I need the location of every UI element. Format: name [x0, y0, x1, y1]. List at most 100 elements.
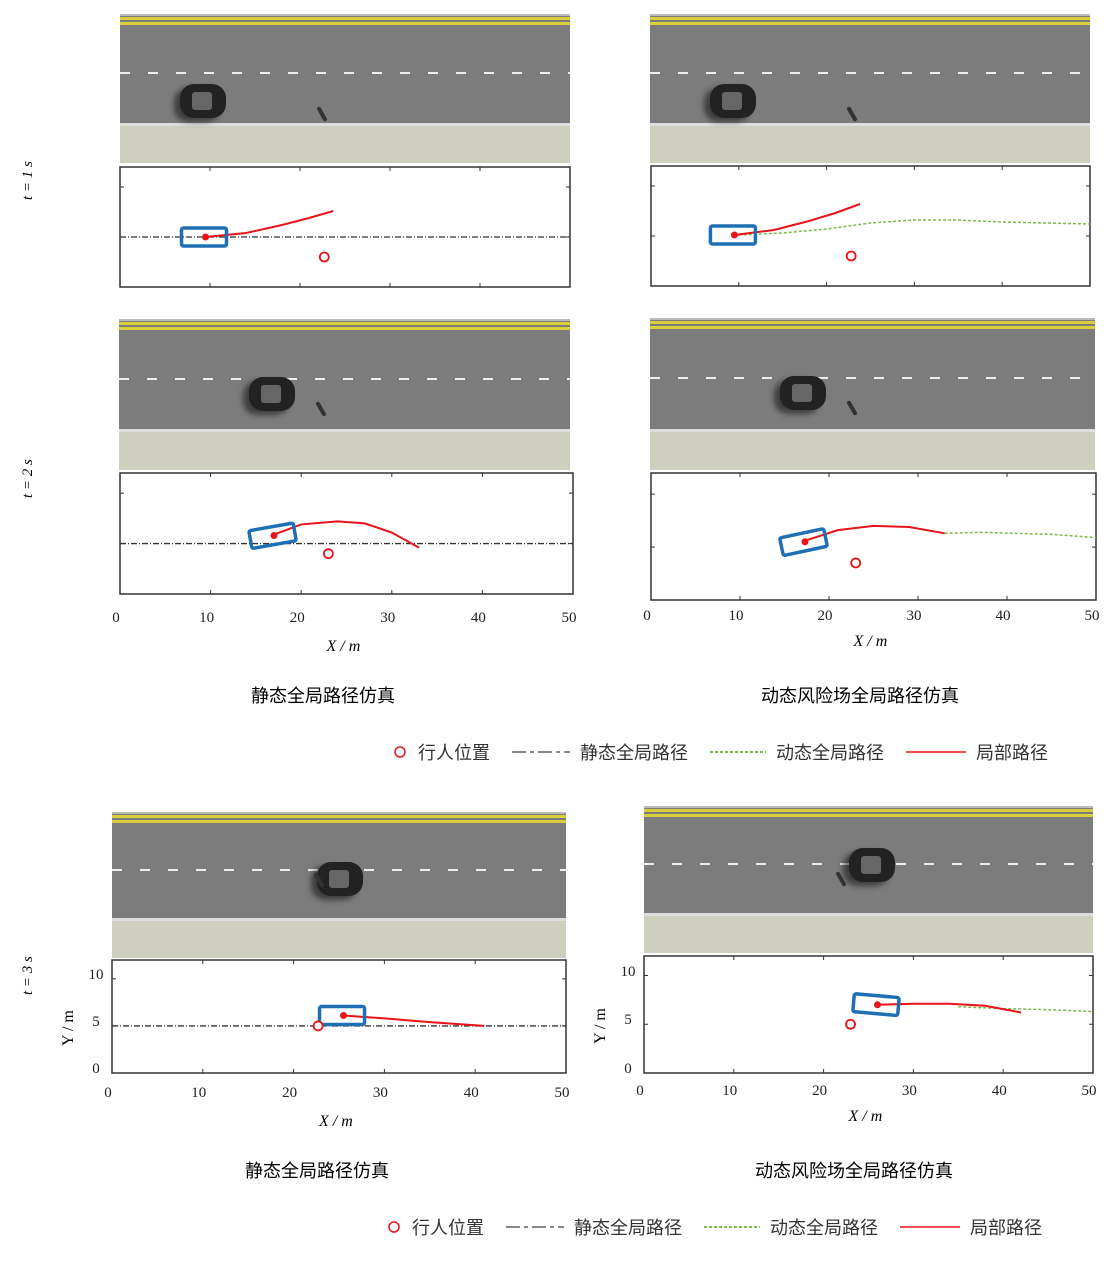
x-tick-label: 0 [112, 610, 120, 626]
legend-dynamic-swatch [710, 751, 766, 753]
pedestrian-marker [850, 557, 862, 569]
road-edge [650, 14, 1090, 16]
legend-static-swatch [512, 751, 570, 753]
pedestrian-marker [845, 1018, 856, 1030]
road-edge [112, 812, 566, 814]
x-tick-label: 50 [554, 1085, 570, 1101]
x-tick-label: 10 [722, 1083, 738, 1099]
yellow-line [650, 17, 1090, 20]
pedestrian-marker [322, 548, 334, 560]
x-tick-label: 0 [636, 1083, 644, 1099]
trajectory-plot [643, 955, 1094, 1074]
x-tick-label: 40 [463, 1085, 479, 1101]
yellow-line [644, 814, 1093, 817]
plot-frame [119, 472, 574, 595]
vehicle-center-point [340, 1012, 348, 1020]
vehicle-marker [708, 224, 758, 246]
local-path [205, 210, 334, 238]
x-axis-label: X / m [326, 638, 361, 655]
yellow-line [650, 321, 1095, 324]
road-scene [119, 319, 570, 470]
vehicle-marker [179, 226, 229, 248]
legend: 行人位置 静态全局路径 动态全局路径 局部路径 [392, 739, 1070, 765]
dynamic-global-path [944, 531, 1097, 539]
road-edge [119, 319, 570, 321]
x-tick-label: 10 [728, 608, 744, 624]
legend-dynamic-label: 动态全局路径 [770, 1218, 878, 1239]
row-label-time: t = 2 s [20, 459, 36, 498]
row-label-time: t = 3 s [20, 956, 36, 995]
vehicle-center-point [730, 231, 738, 239]
legend-local-swatch [906, 751, 966, 753]
y-tick-label: 0 [92, 1061, 100, 1077]
sidewalk [119, 429, 570, 470]
x-tick-label: 10 [191, 1085, 207, 1101]
sidewalk [650, 429, 1095, 470]
vehicle-box [179, 226, 229, 248]
lane-dash [650, 72, 1090, 74]
legend-pedestrian-label: 行人位置 [418, 743, 490, 764]
legend-static-label: 静态全局路径 [574, 1218, 682, 1239]
local-path [804, 524, 945, 542]
vehicle-box [851, 992, 901, 1018]
yellow-line [112, 815, 566, 818]
x-tick-label: 40 [995, 608, 1011, 624]
road-scene [644, 806, 1093, 953]
pedestrian-figure [315, 401, 327, 417]
car [849, 848, 895, 882]
legend-pedestrian-swatch [388, 1221, 400, 1233]
lane-dash [119, 378, 570, 380]
y-tick-label: 10 [620, 963, 636, 980]
y-tick-label: 5 [624, 1012, 632, 1029]
x-tick-label: 30 [901, 1083, 917, 1099]
x-tick-label: 50 [1084, 608, 1100, 624]
subfigure-caption: 静态全局路径仿真 [251, 686, 395, 707]
pedestrian-figure [846, 400, 858, 416]
trajectory-plot [119, 166, 571, 288]
car [249, 377, 295, 411]
trajectory-plot [650, 165, 1091, 287]
x-axis-label: X / m [319, 1113, 353, 1130]
local-path [734, 203, 861, 236]
x-tick-label: 30 [372, 1085, 388, 1101]
car [180, 84, 226, 118]
yellow-line [120, 22, 570, 25]
lane-dash [650, 377, 1095, 379]
subfigure-caption: 静态全局路径仿真 [245, 1161, 389, 1182]
legend-static-swatch [506, 1226, 564, 1228]
y-axis-label: Y / m [592, 1008, 609, 1045]
yellow-line [644, 809, 1093, 812]
yellow-line [119, 322, 570, 325]
road-scene [650, 14, 1090, 163]
subfigure-caption: 动态风险场全局路径仿真 [761, 686, 959, 707]
road-edge [120, 14, 570, 16]
x-axis-label: X / m [853, 633, 888, 650]
car [317, 862, 363, 896]
yellow-line [112, 820, 566, 823]
x-tick-label: 40 [991, 1083, 1007, 1099]
legend-dynamic-label: 动态全局路径 [776, 743, 884, 764]
x-tick-label: 20 [289, 610, 305, 626]
legend-dynamic-swatch [704, 1226, 760, 1228]
trajectory-plot [119, 472, 574, 595]
legend: 行人位置 静态全局路径 动态全局路径 局部路径 [386, 1214, 1064, 1240]
y-tick-label: 10 [88, 966, 104, 983]
x-tick-label: 30 [906, 608, 922, 624]
local-path [877, 1002, 1022, 1014]
vehicle-box [317, 1004, 367, 1027]
vehicle-marker [247, 521, 298, 550]
vehicle-center-point [801, 538, 809, 546]
x-tick-label: 0 [643, 608, 651, 624]
plot-frame [650, 472, 1097, 601]
vehicle-center-point [202, 233, 209, 241]
pedestrian-figure [835, 871, 847, 887]
road-edge [650, 318, 1095, 320]
pedestrian-marker [845, 250, 857, 262]
legend-local-label: 局部路径 [976, 743, 1048, 764]
y-tick-label: 0 [624, 1061, 632, 1077]
vehicle-box [778, 527, 829, 557]
local-path [273, 520, 420, 549]
yellow-line [650, 22, 1090, 25]
x-tick-label: 20 [812, 1083, 828, 1099]
yellow-line [119, 327, 570, 330]
